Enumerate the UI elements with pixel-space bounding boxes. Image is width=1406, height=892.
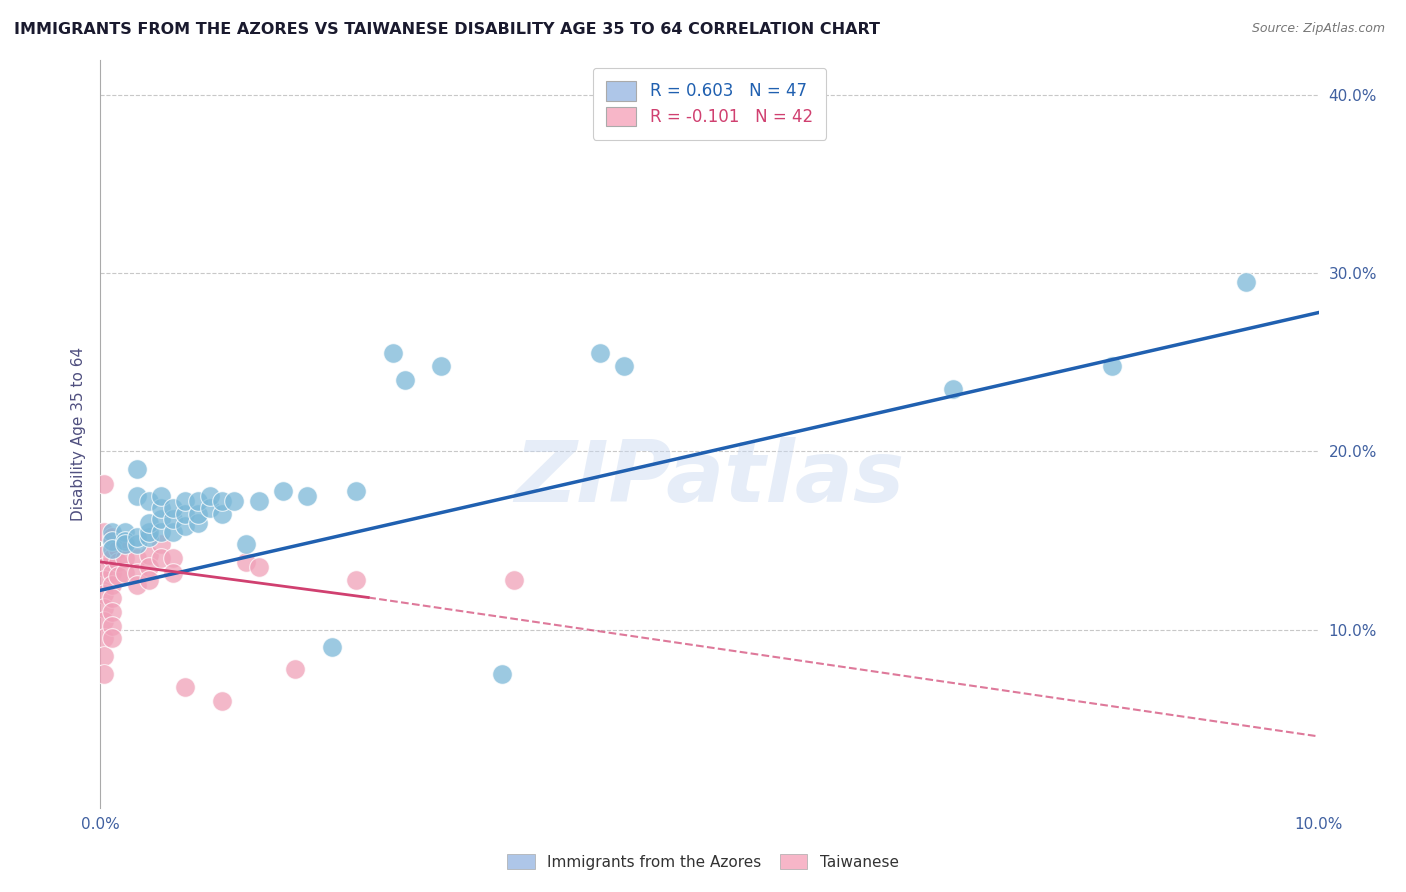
Text: Source: ZipAtlas.com: Source: ZipAtlas.com <box>1251 22 1385 36</box>
Point <box>107 569 129 583</box>
Point <box>125 489 148 503</box>
Point <box>187 516 209 530</box>
Y-axis label: Disability Age 35 to 64: Disability Age 35 to 64 <box>72 347 86 521</box>
Point <box>93 548 115 562</box>
Point <box>613 359 636 373</box>
Point <box>125 578 148 592</box>
Point <box>150 501 173 516</box>
Point <box>138 530 160 544</box>
Point <box>503 573 526 587</box>
Point <box>211 694 233 708</box>
Point <box>93 649 115 664</box>
Point <box>125 551 148 566</box>
Point <box>1234 275 1257 289</box>
Point <box>93 573 115 587</box>
Point <box>93 524 115 539</box>
Point <box>125 566 148 580</box>
Point <box>235 555 257 569</box>
Point <box>114 537 136 551</box>
Point <box>344 573 367 587</box>
Point <box>344 483 367 498</box>
Point <box>284 662 307 676</box>
Point <box>162 512 184 526</box>
Point <box>138 524 160 539</box>
Point <box>114 551 136 566</box>
Point <box>247 494 270 508</box>
Point <box>247 560 270 574</box>
Point <box>101 632 124 646</box>
Point <box>93 560 115 574</box>
Point <box>174 494 197 508</box>
Point <box>187 507 209 521</box>
Point <box>150 524 173 539</box>
Point <box>162 524 184 539</box>
Point <box>107 542 129 557</box>
Point <box>235 537 257 551</box>
Point <box>1101 359 1123 373</box>
Text: IMMIGRANTS FROM THE AZORES VS TAIWANESE DISABILITY AGE 35 TO 64 CORRELATION CHAR: IMMIGRANTS FROM THE AZORES VS TAIWANESE … <box>14 22 880 37</box>
Point <box>198 501 221 516</box>
Point <box>174 507 197 521</box>
Point <box>138 573 160 587</box>
Point <box>107 555 129 569</box>
Point <box>101 591 124 605</box>
Point <box>93 667 115 681</box>
Point <box>394 373 416 387</box>
Point <box>589 346 612 360</box>
Point <box>162 501 184 516</box>
Point <box>101 542 124 557</box>
Point <box>942 382 965 396</box>
Point <box>101 578 124 592</box>
Point <box>101 530 124 544</box>
Point <box>93 614 115 628</box>
Point <box>93 476 115 491</box>
Point <box>93 601 115 615</box>
Legend: Immigrants from the Azores, Taiwanese: Immigrants from the Azores, Taiwanese <box>501 846 905 877</box>
Point <box>150 489 173 503</box>
Point <box>101 551 124 566</box>
Point <box>138 494 160 508</box>
Point <box>101 619 124 633</box>
Point <box>125 530 148 544</box>
Point <box>125 462 148 476</box>
Point <box>211 507 233 521</box>
Point <box>114 533 136 548</box>
Point <box>198 489 221 503</box>
Point <box>150 551 173 566</box>
Point <box>174 519 197 533</box>
Text: ZIPatlas: ZIPatlas <box>515 437 904 520</box>
Point <box>321 640 343 655</box>
Point <box>101 605 124 619</box>
Point <box>114 566 136 580</box>
Point <box>150 537 173 551</box>
Point <box>187 494 209 508</box>
Point <box>174 680 197 694</box>
Point <box>271 483 294 498</box>
Point <box>211 494 233 508</box>
Point <box>430 359 453 373</box>
Point <box>381 346 404 360</box>
Point <box>93 632 115 646</box>
Point <box>138 560 160 574</box>
Point <box>150 512 173 526</box>
Point <box>297 489 319 503</box>
Point <box>491 667 513 681</box>
Point <box>224 494 246 508</box>
Point <box>162 566 184 580</box>
Point <box>138 548 160 562</box>
Point <box>101 524 124 539</box>
Point <box>125 537 148 551</box>
Point <box>114 524 136 539</box>
Legend: R = 0.603   N = 47, R = -0.101   N = 42: R = 0.603 N = 47, R = -0.101 N = 42 <box>593 68 825 140</box>
Point <box>93 587 115 601</box>
Point <box>101 566 124 580</box>
Point <box>114 537 136 551</box>
Point <box>162 551 184 566</box>
Point <box>138 516 160 530</box>
Point <box>101 533 124 548</box>
